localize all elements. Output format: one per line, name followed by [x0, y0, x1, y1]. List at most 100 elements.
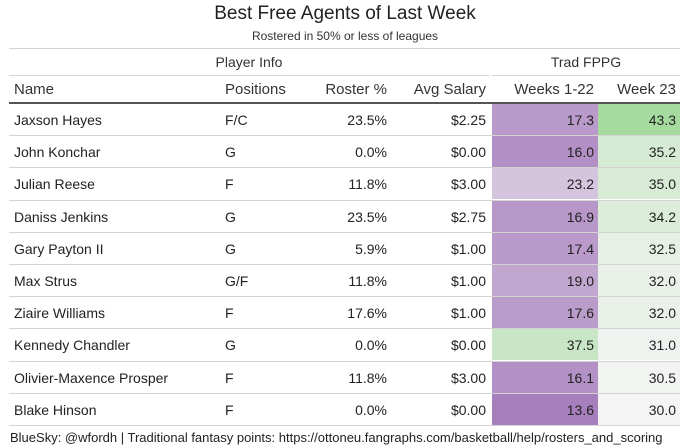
heat-cell-week-23 [598, 136, 680, 168]
cell-avg-salary: $0.00 [450, 401, 486, 418]
cell-roster-pct: 5.9% [355, 240, 387, 257]
cell-roster-pct: 11.8% [348, 369, 387, 386]
column-header-avg-salary: Avg Salary [413, 81, 486, 98]
row-divider [9, 264, 680, 265]
cell-week-23: 32.0 [648, 305, 676, 322]
cell-avg-salary: $2.25 [450, 112, 486, 128]
cell-weeks-1-22: 17.6 [566, 305, 594, 322]
chart-subtitle: Rostered in 50% or less of leagues [251, 29, 439, 43]
cell-roster-pct: 0.0% [355, 144, 387, 161]
cell-name: Jaxson Hayes [14, 112, 102, 128]
cell-weeks-1-22: 37.5 [566, 337, 594, 354]
heat-cell-weeks-1-22 [492, 136, 598, 168]
row-divider [9, 167, 680, 169]
heat-cell-week-23 [598, 297, 680, 329]
heat-cell-weeks-1-22 [492, 297, 598, 329]
cell-week-23: 43.3 [648, 112, 676, 128]
heat-cell-week-23 [598, 232, 680, 264]
cell-week-23: 31.0 [648, 337, 676, 354]
heat-cell-week-23 [598, 200, 680, 232]
cell-weeks-1-22: 17.4 [566, 240, 594, 257]
spanner-player-info: Player Info [215, 54, 283, 70]
heat-cell-week-23 [598, 104, 680, 135]
cell-name: Julian Reese [14, 176, 95, 193]
cell-roster-pct: 11.8% [348, 176, 387, 193]
heat-cell-weeks-1-22 [492, 361, 598, 393]
cell-week-23: 32.5 [648, 240, 676, 257]
heat-cell-week-23 [598, 361, 680, 393]
cell-avg-salary: $1.00 [450, 305, 486, 322]
cell-avg-salary: $1.00 [450, 273, 486, 289]
cell-weeks-1-22: 17.3 [566, 112, 594, 128]
cell-avg-salary: $1.00 [450, 240, 486, 257]
cell-week-23: 30.5 [648, 369, 676, 386]
cell-roster-pct: 11.8% [348, 273, 387, 289]
cell-roster-pct: 17.6% [347, 305, 387, 322]
cell-avg-salary: $3.00 [450, 176, 486, 193]
heat-cell-week-23 [598, 329, 680, 361]
column-header-name: Name [14, 81, 55, 98]
cell-week-23: 34.2 [648, 208, 676, 225]
cell-name: Kennedy Chandler [14, 337, 130, 354]
cell-positions: G [225, 337, 236, 354]
heat-cell-weeks-1-22 [492, 329, 598, 361]
cell-positions: F [225, 401, 234, 418]
column-header-positions: Positions [225, 81, 286, 98]
column-header-week-23: Week 23 [617, 81, 676, 98]
column-header-roster-pct: Roster % [325, 81, 387, 98]
cell-roster-pct: 23.5% [347, 208, 387, 225]
row-divider [9, 328, 680, 330]
cell-weeks-1-22: 16.1 [566, 369, 594, 386]
cell-weeks-1-22: 16.0 [566, 144, 594, 161]
cell-name: Gary Payton II [14, 240, 104, 257]
row-divider [9, 425, 680, 426]
cell-avg-salary: $0.00 [450, 337, 486, 354]
cell-week-23: 32.0 [648, 273, 676, 289]
cell-name: Ziaire Williams [14, 305, 105, 322]
cell-weeks-1-22: 16.9 [566, 208, 594, 225]
cell-name: Olivier-Maxence Prosper [14, 369, 169, 386]
heat-cell-weeks-1-22 [492, 232, 598, 264]
cell-name: Blake Hinson [14, 401, 97, 418]
chart-title: Best Free Agents of Last Week [214, 3, 476, 24]
header-rule [9, 102, 680, 104]
heat-cell-weeks-1-22 [492, 393, 598, 425]
cell-positions: F/C [225, 112, 248, 128]
cell-weeks-1-22: 13.6 [566, 401, 594, 418]
cell-weeks-1-22: 23.2 [566, 176, 594, 193]
cell-avg-salary: $3.00 [450, 369, 486, 386]
cell-positions: F [225, 305, 234, 322]
cell-avg-salary: $0.00 [450, 144, 486, 161]
footer-caption: BlueSky: @wfordh | Traditional fantasy p… [10, 430, 663, 445]
heat-cell-weeks-1-22 [492, 104, 598, 135]
cell-roster-pct: 0.0% [355, 337, 387, 354]
cell-week-23: 35.0 [648, 176, 676, 193]
cell-week-23: 35.2 [648, 144, 676, 161]
row-divider [9, 199, 680, 201]
cell-weeks-1-22: 19.0 [566, 273, 594, 289]
cell-positions: G [225, 144, 236, 161]
row-divider [9, 135, 680, 137]
cell-positions: G/F [225, 273, 249, 289]
column-header-weeks-1-22: Weeks 1-22 [514, 81, 594, 98]
spanner-rule-trad-fppg [492, 75, 680, 76]
cell-name: John Konchar [14, 144, 101, 161]
cell-name: Max Strus [14, 273, 78, 289]
heat-cell-week-23 [598, 168, 680, 200]
heat-cell-weeks-1-22 [492, 168, 598, 200]
cell-name: Daniss Jenkins [14, 208, 109, 225]
heat-cell-week-23 [598, 265, 680, 296]
cell-positions: F [225, 176, 234, 193]
cell-week-23: 30.0 [648, 401, 676, 418]
row-divider [9, 392, 680, 394]
cell-positions: F [225, 369, 234, 386]
row-divider [9, 360, 680, 362]
row-divider [9, 296, 680, 298]
row-divider [9, 231, 680, 233]
heat-cell-weeks-1-22 [492, 200, 598, 232]
cell-roster-pct: 0.0% [355, 401, 387, 418]
heat-cell-weeks-1-22 [492, 265, 598, 296]
cell-avg-salary: $2.75 [450, 208, 486, 225]
cell-positions: G [225, 208, 236, 225]
spanner-trad-fppg: Trad FPPG [550, 54, 622, 70]
